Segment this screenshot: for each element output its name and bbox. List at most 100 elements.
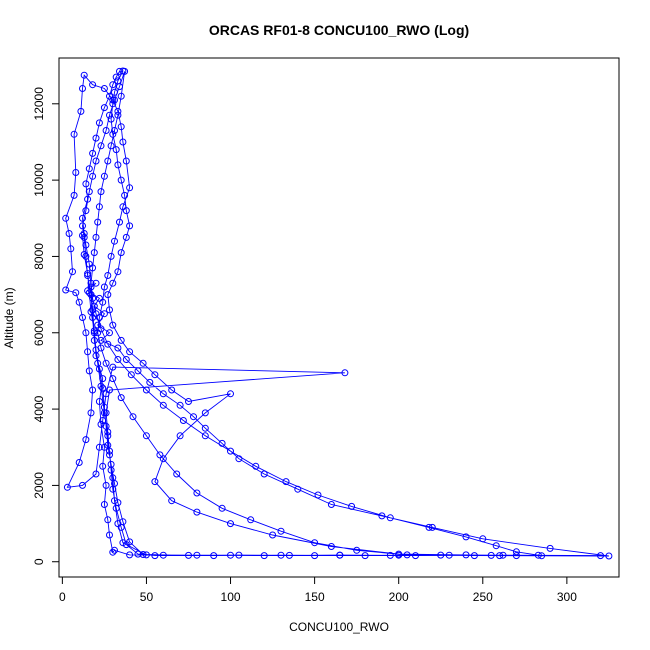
data-point: [159, 551, 167, 559]
data-point: [386, 514, 394, 522]
data-point: [179, 417, 187, 424]
data-point: [479, 535, 487, 543]
data-point: [92, 233, 100, 241]
data-point: [428, 523, 436, 531]
data-point: [111, 546, 118, 554]
data-point: [92, 157, 100, 165]
data-point: [84, 195, 92, 203]
data-point: [90, 327, 98, 335]
data-point: [168, 386, 176, 394]
data-point: [87, 308, 95, 316]
data-point: [107, 142, 115, 150]
data-point: [487, 551, 495, 559]
data-point: [92, 279, 100, 287]
data-point: [348, 502, 356, 510]
data-point: [126, 184, 134, 192]
data-point: [134, 367, 142, 375]
data-point: [142, 432, 150, 440]
data-point: [100, 172, 108, 180]
x-tick-label: 100: [221, 590, 241, 604]
data-point: [361, 552, 369, 560]
y-tick-label: 8000: [32, 243, 46, 270]
x-axis: 0 50 100 150 200 250 300: [59, 576, 577, 604]
data-point: [395, 550, 403, 558]
data-point: [82, 252, 90, 260]
data-point: [72, 169, 80, 176]
data-point: [87, 409, 95, 417]
data-point: [116, 83, 123, 91]
data-point: [201, 424, 209, 432]
data-point: [92, 346, 100, 354]
data-point: [193, 489, 201, 497]
data-point: [85, 367, 93, 375]
data-point: [173, 470, 181, 478]
data-point: [294, 485, 302, 493]
data-point: [107, 252, 115, 260]
data-point: [80, 233, 88, 241]
data-point: [100, 85, 108, 92]
data-point: [311, 539, 319, 547]
data-point: [437, 551, 445, 559]
data-point: [104, 516, 112, 524]
data-point: [109, 279, 117, 287]
data-point: [97, 325, 105, 333]
data-point: [116, 218, 123, 226]
data-point: [65, 230, 73, 237]
data-point: [386, 551, 394, 559]
data-point: [111, 480, 118, 487]
data-point: [151, 478, 159, 486]
y-axis-label: Altitude (m): [2, 287, 16, 348]
data-point: [80, 230, 88, 237]
y-axis: 0 2000 4000 6000 8000 10000 12000: [32, 87, 60, 565]
data-point: [109, 81, 117, 89]
data-point: [122, 157, 130, 165]
data-point: [79, 85, 86, 92]
data-point: [260, 552, 268, 560]
data-point: [126, 551, 134, 559]
data-point: [84, 348, 92, 356]
data-point: [82, 180, 90, 188]
data-point: [104, 340, 112, 348]
data-point: [92, 134, 100, 142]
data-point: [445, 551, 453, 559]
data-point: [112, 73, 120, 81]
data-point: [107, 115, 115, 123]
data-point: [119, 203, 127, 211]
data-point: [70, 130, 78, 138]
data-point: [129, 413, 137, 421]
data-point: [151, 371, 159, 379]
y-tick-label: 6000: [32, 319, 46, 346]
data-point: [106, 329, 113, 337]
data-point: [151, 552, 159, 560]
data-point: [102, 390, 110, 398]
data-point: [104, 272, 112, 279]
x-tick-label: 200: [389, 590, 409, 604]
data-point: [97, 142, 105, 150]
data-point: [99, 462, 107, 470]
data-point: [100, 310, 108, 318]
data-point: [95, 203, 103, 211]
data-point: [79, 222, 86, 230]
data-point: [69, 268, 76, 276]
x-tick-label: 0: [59, 590, 66, 604]
data-point: [85, 289, 93, 297]
data-point: [311, 552, 319, 560]
data-point: [126, 538, 134, 546]
data-point: [227, 390, 234, 398]
data-point: [62, 286, 70, 294]
data-point: [106, 531, 113, 539]
data-point: [89, 172, 97, 180]
data-point: [218, 439, 226, 447]
data-point: [100, 104, 108, 112]
data-point: [227, 551, 234, 559]
x-tick-label: 250: [473, 590, 493, 604]
x-tick-label: 50: [140, 590, 154, 604]
data-point: [99, 298, 107, 306]
data-point: [139, 359, 147, 367]
data-point: [111, 497, 118, 505]
data-point: [114, 268, 122, 276]
data-point: [235, 551, 243, 559]
data-point: [546, 544, 554, 552]
data-point: [403, 551, 411, 559]
data-point: [90, 336, 98, 344]
